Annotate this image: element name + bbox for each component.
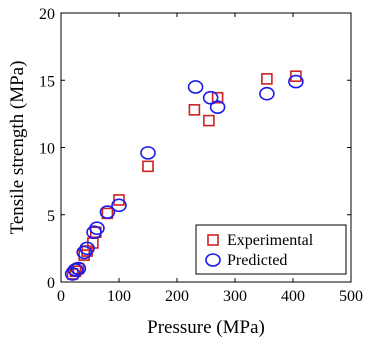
x-tick-label: 100 [107, 288, 131, 305]
experimental-point [78, 249, 90, 261]
x-axis-label: Pressure (MPa) [147, 317, 265, 338]
y-tick-label: 10 [39, 141, 55, 158]
x-tick-label: 300 [223, 288, 247, 305]
predicted-point [89, 221, 105, 235]
predicted-point [86, 225, 102, 240]
predicted-point [99, 205, 116, 219]
legend-marker-experimental [207, 234, 219, 246]
x-tick-label: 200 [165, 288, 189, 305]
legend-box [195, 224, 347, 275]
x-axis-ticks: 0 100 200 300 400 500 [57, 13, 363, 305]
experimental-point [211, 91, 224, 104]
x-tick-label: 500 [339, 288, 363, 305]
plot-marks [64, 70, 304, 281]
experimental-point [203, 114, 215, 127]
predicted-point [140, 146, 156, 160]
experimental-point [290, 70, 302, 83]
y-tick-label: 0 [47, 275, 55, 292]
x-tick-label: 0 [57, 288, 65, 305]
experimental-point [261, 73, 273, 85]
experimental-point [113, 194, 125, 206]
predicted-point [187, 80, 204, 94]
predicted-point [111, 198, 127, 213]
legend-label-experimental: Experimental [227, 232, 314, 249]
predicted-point [288, 74, 304, 89]
legend-label-predicted: Predicted [227, 252, 287, 269]
y-tick-label: 15 [39, 73, 55, 90]
y-axis-ticks: 0 5 10 15 20 [39, 6, 351, 292]
y-tick-label: 20 [39, 6, 55, 23]
experimental-point [142, 160, 154, 173]
predicted-point [209, 100, 226, 114]
experimental-point [81, 245, 93, 257]
y-axis-label: Tensile strength (MPa) [7, 61, 28, 235]
legend-marker-predicted [205, 253, 221, 267]
legend: Experimental Predicted [195, 224, 347, 275]
x-tick-label: 400 [281, 288, 305, 305]
predicted-point [259, 86, 275, 101]
predicted-point [79, 241, 95, 256]
plot-area-frame [60, 12, 352, 283]
y-tick-label: 5 [47, 208, 55, 225]
experimental-point [188, 104, 201, 116]
predicted-point [70, 261, 87, 276]
predicted-point [202, 90, 219, 105]
